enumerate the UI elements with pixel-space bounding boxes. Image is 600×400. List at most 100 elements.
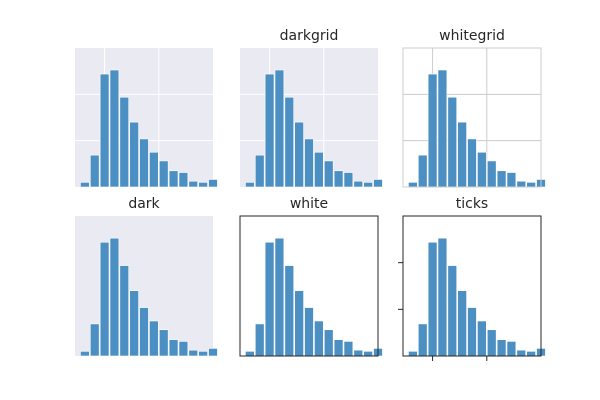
histogram-bar bbox=[343, 172, 354, 188]
histogram-bar bbox=[526, 351, 536, 357]
histogram-bar bbox=[477, 151, 487, 188]
histogram-bar bbox=[343, 341, 354, 357]
histogram-bar bbox=[516, 349, 527, 357]
histogram-bar bbox=[333, 170, 344, 188]
histogram-bar bbox=[208, 348, 218, 357]
tick-marks bbox=[398, 262, 488, 361]
panel-title: whitegrid bbox=[439, 28, 505, 44]
panel-1 bbox=[75, 48, 218, 188]
histogram-bar bbox=[89, 154, 100, 188]
histogram-bar bbox=[477, 320, 487, 357]
histogram-bar bbox=[427, 73, 438, 188]
histogram-bar bbox=[363, 351, 373, 357]
histogram-bar bbox=[353, 180, 364, 188]
axes-spines bbox=[239, 215, 379, 357]
histogram-bar bbox=[506, 341, 517, 357]
histogram-bar bbox=[467, 307, 477, 357]
histogram-bar bbox=[447, 96, 458, 188]
histogram-bar bbox=[408, 182, 418, 188]
histogram-bar bbox=[99, 241, 110, 357]
axes-spines bbox=[402, 215, 542, 357]
panel-ticks: ticks bbox=[398, 196, 546, 361]
histogram-bar bbox=[188, 349, 199, 357]
histogram-bar bbox=[264, 73, 275, 188]
histogram-bar bbox=[274, 69, 285, 188]
histogram-bar bbox=[139, 307, 149, 357]
histogram-bar bbox=[323, 160, 334, 188]
histogram-bar bbox=[417, 154, 428, 188]
histogram-bar bbox=[294, 290, 304, 357]
histogram-bars bbox=[80, 237, 218, 357]
histogram-bar bbox=[158, 329, 169, 357]
histogram-bar bbox=[284, 265, 295, 357]
histogram-bar bbox=[314, 151, 324, 188]
histogram-bar bbox=[437, 237, 448, 357]
panel-dark: dark bbox=[75, 196, 218, 357]
histogram-bar bbox=[168, 170, 179, 188]
panel-title: ticks bbox=[456, 196, 488, 212]
histogram-bar bbox=[353, 349, 364, 357]
histogram-bar bbox=[99, 73, 110, 188]
panel-darkgrid: darkgrid bbox=[240, 28, 383, 188]
histogram-bar bbox=[447, 265, 458, 357]
panel-title: dark bbox=[128, 196, 160, 212]
histogram-bar bbox=[363, 182, 373, 188]
panel-title: white bbox=[290, 196, 328, 212]
histogram-bar bbox=[245, 351, 255, 357]
histogram-bar bbox=[129, 121, 139, 188]
histogram-bar bbox=[373, 179, 383, 188]
histogram-bar bbox=[109, 69, 120, 188]
histogram-bar bbox=[526, 182, 536, 188]
histogram-bar bbox=[333, 339, 344, 357]
panel-white: white bbox=[239, 196, 383, 357]
histogram-bar bbox=[437, 69, 448, 188]
panel-title: darkgrid bbox=[280, 28, 339, 44]
histogram-bars bbox=[245, 69, 383, 188]
axes-spines bbox=[402, 47, 542, 188]
histogram-bar bbox=[254, 323, 265, 357]
histogram-bar bbox=[264, 241, 275, 357]
histogram-bar bbox=[208, 179, 218, 188]
histogram-bar bbox=[178, 172, 189, 188]
histogram-bar bbox=[129, 290, 139, 357]
histogram-bar bbox=[274, 237, 285, 357]
histogram-bar bbox=[284, 96, 295, 188]
histogram-bar bbox=[178, 341, 189, 357]
histogram-bar bbox=[516, 180, 527, 188]
histogram-bar bbox=[496, 339, 507, 357]
histogram-bar bbox=[314, 320, 324, 357]
histogram-bar bbox=[486, 329, 497, 357]
histogram-bar bbox=[139, 138, 149, 188]
histogram-bars bbox=[408, 237, 546, 357]
histogram-bar bbox=[188, 180, 199, 188]
histogram-bar bbox=[80, 351, 90, 357]
histogram-bar bbox=[149, 320, 159, 357]
histogram-bar bbox=[408, 351, 418, 357]
histogram-bar bbox=[168, 339, 179, 357]
histogram-bar bbox=[506, 172, 517, 188]
histogram-bar bbox=[323, 329, 334, 357]
histogram-bar bbox=[467, 138, 477, 188]
histogram-bar bbox=[158, 160, 169, 188]
histogram-bar bbox=[109, 237, 120, 357]
histogram-bars bbox=[408, 69, 546, 188]
histogram-bar bbox=[304, 138, 314, 188]
histogram-bar bbox=[457, 121, 467, 188]
histogram-bar bbox=[198, 182, 208, 188]
histogram-bar bbox=[486, 160, 497, 188]
histogram-bar bbox=[198, 351, 208, 357]
histogram-bar bbox=[254, 154, 265, 188]
histogram-bar bbox=[304, 307, 314, 357]
panel-whitegrid: whitegrid bbox=[402, 28, 546, 188]
histogram-bar bbox=[89, 323, 100, 357]
histogram-bar bbox=[119, 96, 130, 188]
histogram-bars bbox=[80, 69, 218, 188]
histogram-bar bbox=[427, 241, 438, 357]
histogram-bar bbox=[496, 170, 507, 188]
histogram-bar bbox=[80, 182, 90, 188]
histogram-bar bbox=[457, 290, 467, 357]
histogram-bar bbox=[417, 323, 428, 357]
histogram-bar bbox=[245, 182, 255, 188]
histogram-bar bbox=[149, 151, 159, 188]
